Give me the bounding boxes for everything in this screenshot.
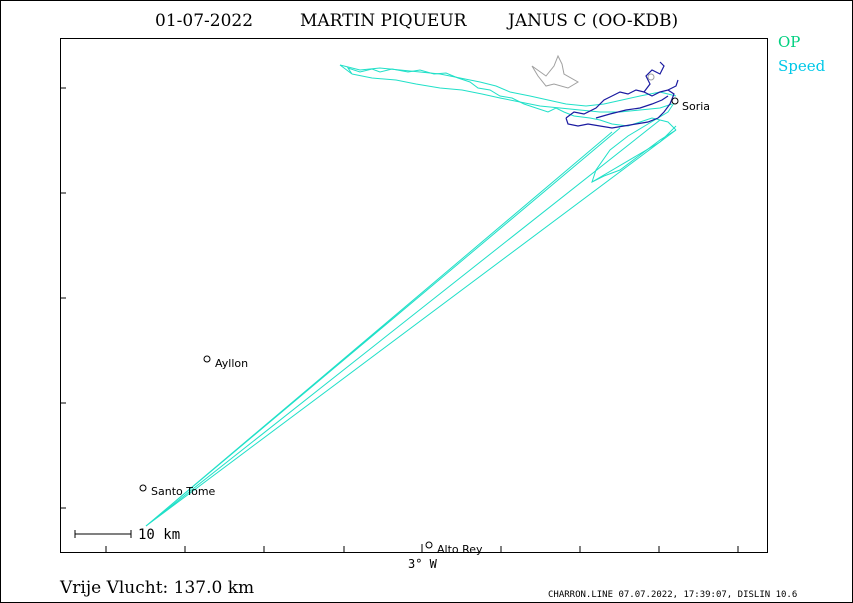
track-segment bbox=[667, 79, 679, 91]
track-segment bbox=[643, 61, 665, 93]
legend-op: OP bbox=[778, 33, 800, 51]
title-date: 01-07-2022 bbox=[155, 11, 253, 31]
place-label: Soria bbox=[682, 100, 710, 113]
place-marker bbox=[203, 355, 211, 363]
place-soria: Soria bbox=[671, 97, 710, 113]
place-label: Ayllon bbox=[215, 357, 248, 370]
area-shape bbox=[531, 54, 579, 89]
flight-track-navy bbox=[565, 61, 679, 129]
track-segment bbox=[339, 64, 677, 131]
distance-text: Vrije Vlucht: 137.0 km bbox=[59, 578, 254, 598]
legend-speed: Speed bbox=[778, 57, 826, 75]
place-santo-tome: Santo Tome bbox=[139, 484, 216, 498]
track-segment bbox=[591, 99, 677, 183]
plot-border bbox=[60, 38, 768, 553]
flight-track-cyan bbox=[145, 64, 677, 527]
place-label: Alto Rey bbox=[437, 543, 483, 556]
track-segment bbox=[351, 73, 673, 113]
x-tick-label: 3° W bbox=[408, 557, 438, 571]
track-segment bbox=[595, 95, 669, 119]
place-marker bbox=[671, 97, 679, 105]
place-label: Santo Tome bbox=[151, 485, 216, 498]
place-marker bbox=[425, 541, 433, 549]
place-marker bbox=[139, 484, 147, 492]
track-segment bbox=[145, 127, 621, 527]
credits-text: CHARRON.LINE 07.07.2022, 17:39:07, DISLI… bbox=[548, 590, 797, 600]
track-segment bbox=[591, 125, 677, 183]
track-segment bbox=[145, 119, 677, 527]
track-segment bbox=[565, 89, 675, 129]
map-frame bbox=[60, 38, 768, 553]
scale-bar: 10 km bbox=[74, 527, 180, 543]
title-pilot: MARTIN PIQUEUR bbox=[300, 11, 468, 31]
area-marker bbox=[647, 73, 655, 81]
scale-label: 10 km bbox=[138, 527, 180, 543]
place-alto-rey: Alto Rey bbox=[425, 541, 483, 556]
track-segment bbox=[339, 64, 677, 107]
title-glider: JANUS C (OO-KDB) bbox=[506, 11, 678, 31]
place-ayllon: Ayllon bbox=[203, 355, 248, 370]
